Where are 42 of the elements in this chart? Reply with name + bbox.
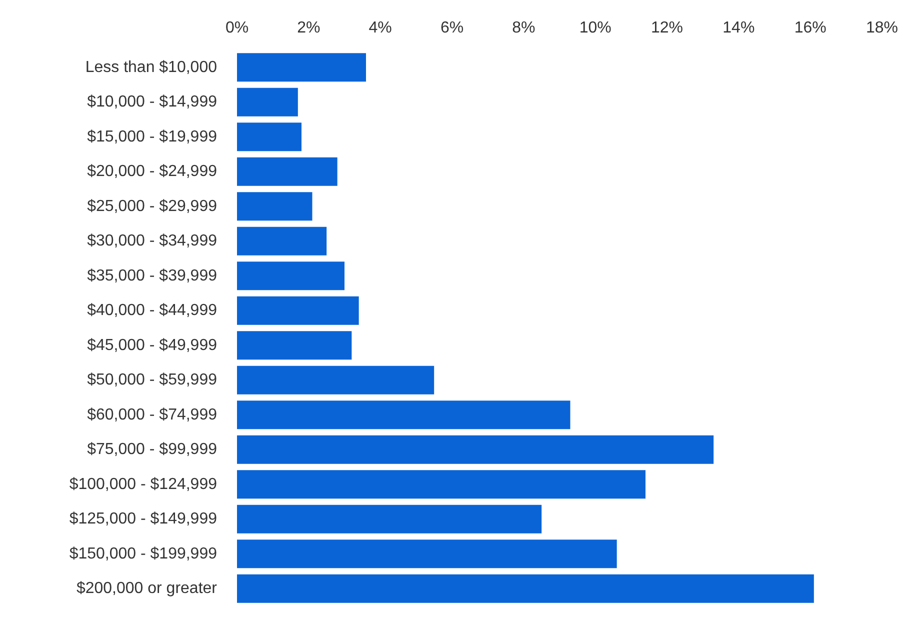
x-tick-label: 14% <box>722 20 755 36</box>
x-tick-label: 10% <box>579 20 612 36</box>
x-tick-label: 16% <box>794 20 826 36</box>
x-tick-label: 6% <box>440 20 464 36</box>
y-tick-label: $25,000 - $29,999 <box>87 198 218 215</box>
y-tick-label: $150,000 - $199,999 <box>69 545 218 562</box>
y-tick-label: $30,000 - $34,999 <box>87 232 218 250</box>
y-tick-label: $20,000 - $24,999 <box>87 163 218 180</box>
bar <box>237 435 714 464</box>
bar <box>237 400 570 430</box>
bar <box>237 88 298 116</box>
bar <box>237 366 434 394</box>
x-tick-label: 12% <box>650 20 684 36</box>
bar <box>237 226 327 256</box>
y-tick-label: $125,000 - $149,999 <box>69 510 218 528</box>
y-tick-label: $60,000 - $74,999 <box>87 406 218 424</box>
x-tick-label: 0% <box>225 20 249 36</box>
x-tick-label: 18% <box>866 20 898 36</box>
y-tick-label: $100,000 - $124,999 <box>69 476 218 493</box>
y-tick-label: $50,000 - $59,999 <box>87 372 218 389</box>
bar <box>237 53 366 82</box>
y-tick-label: $10,000 - $14,999 <box>87 94 218 111</box>
bar <box>237 122 302 152</box>
x-tick-label: 2% <box>297 20 320 36</box>
bar <box>237 296 359 325</box>
y-tick-label: $15,000 - $19,999 <box>87 128 218 146</box>
bar <box>237 192 312 221</box>
x-tick-label: 4% <box>368 20 392 36</box>
y-tick-label: $40,000 - $44,999 <box>87 302 218 320</box>
y-tick-label: $200,000 or greater <box>76 580 218 598</box>
bar <box>237 540 617 568</box>
x-tick-label: 8% <box>512 20 536 36</box>
bar <box>237 574 814 603</box>
bar <box>237 157 338 186</box>
bar <box>237 262 344 290</box>
y-tick-label: Less than $10,000 <box>85 58 218 76</box>
y-tick-label: $45,000 - $49,999 <box>87 336 218 354</box>
y-tick-label: $75,000 - $99,999 <box>87 441 218 458</box>
bar <box>237 504 542 534</box>
y-tick-label: $35,000 - $39,999 <box>87 267 218 284</box>
bar <box>237 470 646 499</box>
bar <box>237 331 352 360</box>
